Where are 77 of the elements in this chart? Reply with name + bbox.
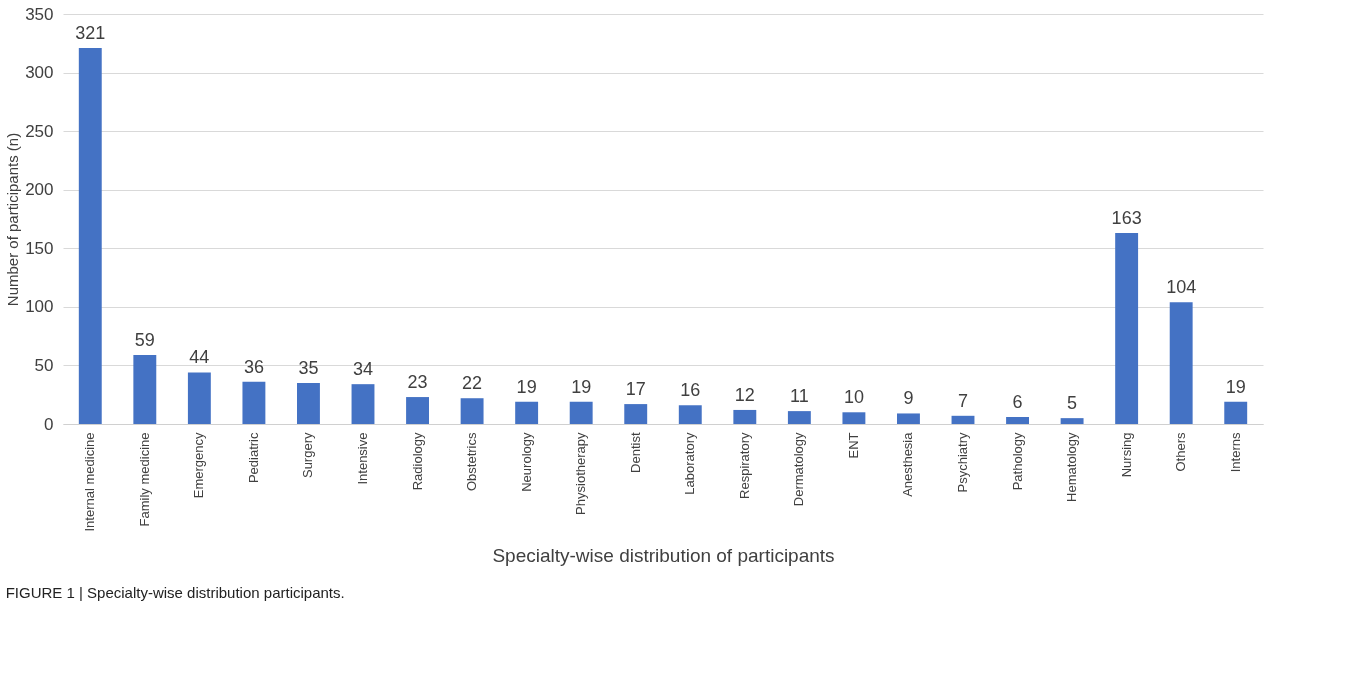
data-label: 36 xyxy=(243,356,264,377)
data-label: 163 xyxy=(1111,208,1142,229)
bar xyxy=(515,401,539,424)
x-tick-label: Dermatology xyxy=(791,432,807,507)
data-label: 6 xyxy=(1012,391,1023,412)
x-tick-label: Hematology xyxy=(1064,432,1080,502)
data-label: 12 xyxy=(734,384,755,405)
bar xyxy=(897,413,920,424)
y-tick-label: 0 xyxy=(44,414,54,434)
x-tick-label: Others xyxy=(1173,432,1189,472)
x-tick-label: Physiotherapy xyxy=(573,432,589,515)
x-tick-label: Intensive xyxy=(355,432,370,485)
y-axis-title: Number of participants (n) xyxy=(4,132,22,307)
caption: FIGURE 1 | Specialty-wise distribution participants. xyxy=(5,584,345,601)
data-label: 23 xyxy=(407,372,428,393)
bar xyxy=(842,412,866,424)
data-label: 34 xyxy=(352,359,374,380)
data-label: 59 xyxy=(134,329,155,350)
data-label: 5 xyxy=(1067,393,1078,414)
x-tick-label: Family medicine xyxy=(136,432,152,527)
data-label: 9 xyxy=(903,388,914,409)
data-label: 104 xyxy=(1166,277,1197,298)
data-label: 22 xyxy=(462,373,483,394)
x-tick-label: Internal medicine xyxy=(82,432,98,532)
y-tick-label: 50 xyxy=(34,355,54,375)
bar xyxy=(242,381,266,424)
bar xyxy=(1115,233,1139,424)
y-tick-label: 300 xyxy=(25,63,54,83)
x-axis-title: Specialty-wise distribution of participants xyxy=(492,545,835,567)
data-label: 16 xyxy=(680,380,701,401)
x-tick-label: Pathology xyxy=(1009,432,1025,491)
bar xyxy=(787,411,811,424)
bar xyxy=(678,405,702,424)
data-label: 17 xyxy=(625,379,646,400)
x-tick-label: Neurology xyxy=(518,432,534,492)
data-label: 35 xyxy=(298,358,319,378)
bar xyxy=(187,372,211,424)
bar xyxy=(569,401,593,424)
data-label: 11 xyxy=(790,386,809,407)
x-tick-label: Emergency xyxy=(191,432,207,499)
bar xyxy=(297,383,320,424)
x-tick-label: Respiratory xyxy=(736,432,752,499)
x-tick-label: Obstetrics xyxy=(464,432,480,492)
bar xyxy=(78,47,102,424)
data-label: 10 xyxy=(843,387,864,408)
y-tick-label: 350 xyxy=(25,4,54,24)
x-tick-label: Radiology xyxy=(409,432,425,491)
y-tick-label: 200 xyxy=(25,180,54,200)
x-tick-label: Laboratory xyxy=(682,432,698,495)
bar xyxy=(624,404,648,424)
y-tick-label: 100 xyxy=(25,297,54,317)
x-tick-label: Pediatric xyxy=(245,432,261,484)
bar xyxy=(1006,416,1029,424)
x-tick-label: Psychiatry xyxy=(955,432,970,493)
data-label: 19 xyxy=(516,376,537,397)
y-tick-label: 250 xyxy=(25,121,54,141)
data-label: 19 xyxy=(571,376,592,397)
x-tick-label: Dentist xyxy=(627,432,643,473)
data-label: 321 xyxy=(75,22,106,43)
y-tick-label: 150 xyxy=(25,238,54,258)
data-label: 19 xyxy=(1225,376,1246,397)
bar xyxy=(1169,302,1193,424)
x-tick-label: Anesthesia xyxy=(900,431,916,497)
bar xyxy=(133,354,157,424)
bar xyxy=(733,409,757,424)
x-tick-label: ENT xyxy=(845,432,861,459)
x-tick-label: Surgery xyxy=(300,432,316,479)
bar xyxy=(351,384,375,424)
bar xyxy=(406,397,429,424)
x-tick-label: Interns xyxy=(1227,432,1243,473)
data-label: 7 xyxy=(957,390,969,411)
bar xyxy=(1224,401,1248,424)
bar xyxy=(951,415,975,424)
bar xyxy=(460,398,484,424)
bar xyxy=(1060,418,1084,424)
x-tick-label: Nursing xyxy=(1118,432,1134,478)
data-label: 44 xyxy=(189,347,210,368)
